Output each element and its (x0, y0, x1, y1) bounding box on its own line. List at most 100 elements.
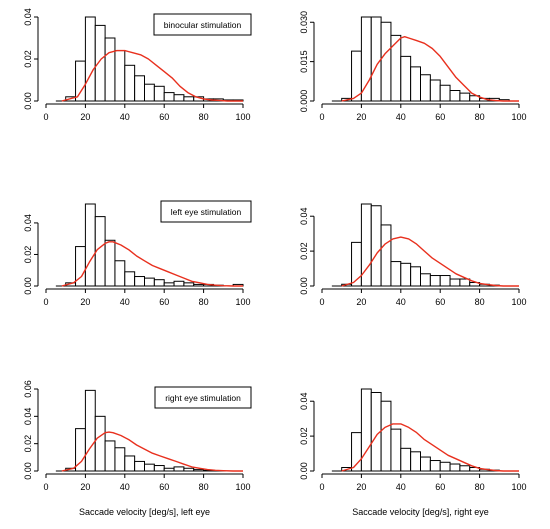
x-tick-label: 100 (235, 297, 250, 307)
histogram-bar-11 (163, 467, 175, 472)
y-tick-label: 0.04 (23, 408, 33, 426)
histogram-bar-6 (390, 34, 402, 102)
y-tick-label: 0.02 (23, 435, 33, 453)
y-tick-label: 0.06 (23, 380, 33, 398)
histogram-bar-3 (84, 389, 96, 472)
histogram-bar-12 (449, 463, 461, 472)
y-tick-label: 0.015 (299, 50, 309, 73)
x-tick-label: 20 (356, 112, 366, 122)
histogram-bar-7 (124, 64, 136, 102)
histogram-bar-9 (144, 463, 155, 472)
x-tick-label: 40 (120, 297, 130, 307)
histogram-panel-5: 0 20 40 60 80 100 0.00 0.02 0.04 0.06 right eye st… (23, 380, 252, 517)
histogram-panel-4: 0 20 40 60 80 100 0.00 0.02 0.04 (299, 203, 527, 307)
histogram-bar-8 (134, 276, 145, 287)
histogram-bar-5 (104, 440, 116, 472)
histogram-bar-11 (439, 461, 451, 472)
x-tick-label: 0 (43, 112, 48, 122)
histogram-bar-14 (193, 469, 205, 472)
histogram-bar-5 (380, 224, 392, 287)
y-tick-label: 0.030 (299, 11, 309, 34)
density-curve (341, 423, 519, 472)
histogram-bar-4 (94, 24, 106, 102)
x-tick-label: 100 (511, 297, 526, 307)
x-tick-label: 40 (120, 112, 130, 122)
x-tick-label: 0 (319, 297, 324, 307)
histogram-bar-6 (114, 447, 126, 472)
histogram-panel-3: 0 20 40 60 80 100 0.00 0.02 0.04 left eye stimula… (23, 200, 252, 307)
histogram-bar-11 (163, 282, 175, 287)
histogram-bar-7 (124, 271, 136, 287)
histogram-bar-11 (439, 84, 451, 102)
histogram-bar-8 (134, 75, 145, 102)
histogram-bar-6 (114, 260, 126, 287)
density-curve (341, 236, 519, 287)
histogram-bar-10 (429, 460, 441, 472)
y-tick-label: 0.00 (23, 277, 33, 295)
x-tick-label: 20 (80, 482, 90, 492)
histogram-bar-14 (193, 283, 205, 287)
histogram-bar-13 (459, 278, 471, 287)
histogram-bar-12 (173, 466, 185, 472)
histogram-bar-12 (173, 280, 185, 287)
y-tick-label: 0.00 (299, 277, 309, 295)
histogram-bar-13 (183, 282, 195, 287)
histogram-bar-11 (439, 275, 451, 287)
x-tick-label: 60 (159, 112, 169, 122)
histogram-bar-12 (449, 90, 461, 102)
histogram-bar-8 (134, 460, 145, 472)
y-tick-label: 0.00 (23, 92, 33, 110)
histogram-bar-7 (400, 447, 412, 472)
y-tick-label: 0.00 (23, 462, 33, 480)
y-tick-label: 0.04 (23, 214, 33, 232)
x-tick-label: 40 (396, 112, 406, 122)
histogram-bar-9 (144, 277, 155, 287)
histogram-panel-6: 0 20 40 60 80 100 0.00 0.02 0.04 Saccade velocity… (299, 388, 527, 517)
histogram-bar-3 (84, 16, 96, 102)
histogram-bar-7 (124, 455, 136, 472)
histogram-bar-8 (410, 266, 421, 287)
histogram-bar-12 (449, 278, 461, 287)
histogram-bar-7 (400, 55, 412, 102)
x-tick-label: 40 (120, 482, 130, 492)
x-tick-label: 80 (475, 482, 485, 492)
x-tick-label: 80 (199, 297, 209, 307)
histogram-bar-6 (114, 50, 126, 102)
histogram-bar-5 (380, 400, 392, 472)
density-curve (61, 241, 243, 287)
x-tick-label: 80 (475, 112, 485, 122)
x-tick-label: 60 (159, 482, 169, 492)
histogram-bar-4 (370, 205, 382, 287)
x-tick-label: 80 (199, 112, 209, 122)
histogram-bar-3 (360, 16, 372, 102)
y-tick-label: 0.00 (299, 462, 309, 480)
x-tick-label: 0 (319, 482, 324, 492)
histogram-bar-13 (183, 467, 195, 472)
x-tick-label: 40 (396, 297, 406, 307)
x-tick-label: 20 (356, 297, 366, 307)
x-tick-label: 0 (319, 112, 324, 122)
histogram-bar-13 (183, 96, 195, 102)
x-tick-label: 100 (235, 112, 250, 122)
x-tick-label: 80 (199, 482, 209, 492)
x-tick-label: 20 (80, 297, 90, 307)
density-curve (61, 431, 243, 472)
histogram-panel-1: 0 20 40 60 80 100 0.00 0.02 0.04 binocular stimul… (23, 8, 252, 122)
histogram-bar-3 (84, 203, 96, 287)
density-curve (61, 49, 243, 102)
x-tick-label: 20 (80, 112, 90, 122)
x-axis-title: Saccade velocity [deg/s], right eye (352, 507, 489, 517)
x-axis-title: Saccade velocity [deg/s], left eye (79, 507, 210, 517)
x-tick-label: 40 (396, 482, 406, 492)
histogram-bar-10 (153, 279, 165, 287)
y-tick-label: 0.02 (299, 242, 309, 260)
x-tick-label: 60 (435, 112, 445, 122)
x-tick-label: 0 (43, 297, 48, 307)
histogram-bar-8 (410, 451, 421, 472)
x-tick-label: 100 (511, 482, 526, 492)
y-tick-label: 0.04 (299, 392, 309, 410)
x-tick-label: 80 (475, 297, 485, 307)
histogram-bar-13 (459, 465, 471, 472)
histogram-bar-6 (390, 428, 402, 472)
